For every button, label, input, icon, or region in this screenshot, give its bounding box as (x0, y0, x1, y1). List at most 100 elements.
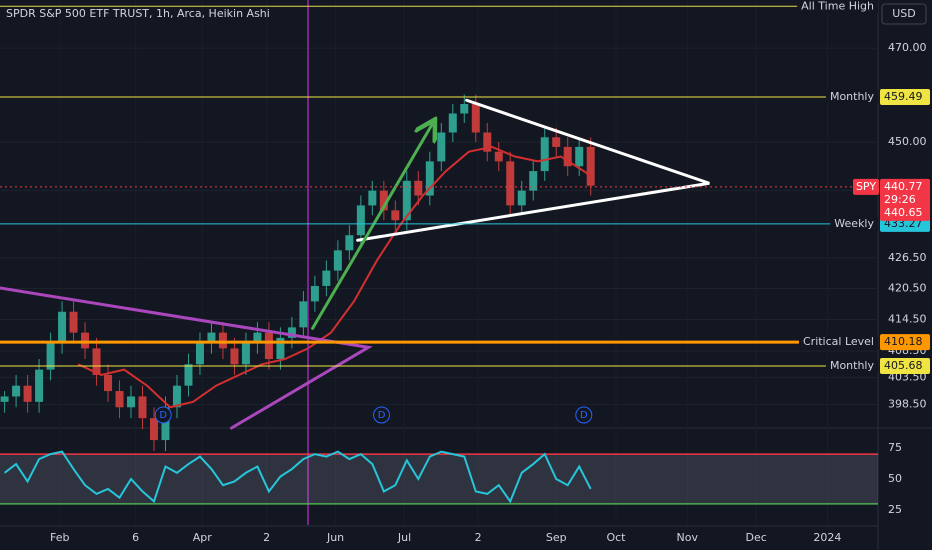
candle-body (402, 180, 411, 221)
level-label: All Time High (801, 0, 874, 12)
level-value: 405.68 (884, 359, 923, 372)
x-tick-label: Feb (50, 531, 69, 544)
candle-body (287, 327, 296, 338)
candle-body (207, 332, 216, 344)
level-label: Monthly (830, 359, 875, 372)
candle-body (586, 146, 595, 186)
dividend-marker (575, 406, 593, 424)
dividend-marker (373, 406, 391, 424)
level-label: Monthly (830, 90, 875, 103)
y-tick-label: 398.50 (888, 398, 927, 411)
level-value: 459.49 (884, 90, 923, 103)
candle-body (517, 190, 526, 206)
candle-body (540, 137, 549, 172)
candle-body (172, 385, 181, 408)
candle-body (368, 190, 377, 206)
price-value: 440.77 (884, 180, 923, 193)
level-value: 410.18 (884, 335, 923, 348)
candle-body (138, 396, 147, 419)
countdown: 29:26 (884, 193, 916, 206)
level-label-bg (825, 359, 878, 374)
candle-body (161, 407, 170, 441)
x-tick-label: Sep (546, 531, 567, 544)
candle-body (0, 396, 9, 402)
x-tick-label: Jun (326, 531, 344, 544)
dividend-label: D (580, 410, 588, 421)
candle-body (127, 396, 136, 408)
candle-body (46, 343, 55, 370)
candle-body (529, 171, 538, 191)
candle-body (149, 418, 158, 441)
level-label-bg (825, 90, 878, 105)
trendline (311, 122, 434, 330)
level-label-bg (797, 0, 878, 14)
candle-body (471, 104, 480, 133)
symbol-box (853, 178, 879, 195)
x-tick-label: 2 (475, 531, 482, 544)
level-value-box (880, 89, 930, 106)
trendline (356, 98, 710, 242)
candle-body (494, 151, 503, 162)
candle-body (563, 146, 572, 167)
chart-title: SPDR S&P 500 ETF TRUST, 1h, Arca, Heikin… (6, 7, 270, 20)
level-value-box (880, 358, 930, 375)
candle-body (345, 235, 354, 251)
candle-body (81, 332, 90, 349)
x-tick-label: 2 (263, 531, 270, 544)
candle-body (425, 161, 434, 196)
candle-body (379, 190, 388, 211)
level-label-bg (830, 216, 878, 231)
x-tick-label: Dec (746, 531, 767, 544)
x-tick-label: Oct (606, 531, 626, 544)
candle-body (92, 348, 101, 375)
symbol-label: SPY (856, 180, 876, 193)
candle-body (195, 343, 204, 365)
candle-body (241, 343, 250, 365)
candle-body (310, 285, 319, 302)
y-tick-label: 420.50 (888, 282, 927, 295)
candle-body (506, 161, 515, 206)
currency: USD (892, 7, 916, 20)
previous-close: 440.65 (884, 206, 923, 219)
candle-body (414, 180, 423, 196)
candle-body (333, 250, 342, 271)
x-tick-label: Apr (193, 531, 213, 544)
level-value-box (880, 334, 930, 351)
x-tick-label: Jul (397, 531, 411, 544)
candle-body (253, 332, 262, 344)
candle-body (104, 374, 113, 392)
candle-body (264, 332, 273, 359)
rsi-tick-label: 25 (888, 503, 902, 516)
price-box (880, 178, 930, 221)
y-tick-label: 414.50 (888, 313, 927, 326)
level-label: Critical Level (803, 335, 874, 348)
candle-body (322, 270, 331, 286)
rsi-line (3, 450, 592, 504)
candle-body (391, 210, 400, 221)
dividend-marker (154, 406, 172, 424)
x-tick-label: 6 (132, 531, 139, 544)
y-tick-label: 426.50 (888, 251, 927, 264)
y-tick-label: 470.00 (888, 41, 927, 54)
candle-body (483, 132, 492, 152)
candle-body (23, 385, 32, 402)
dividend-label: D (378, 410, 386, 421)
candle-body (552, 137, 561, 147)
rsi-tick-label: 50 (888, 472, 902, 485)
candle-body (448, 113, 457, 133)
candle-body (276, 337, 285, 359)
candle-body (437, 132, 446, 162)
candle-body (35, 369, 44, 402)
candle-body (460, 104, 469, 114)
currency-box (881, 3, 927, 25)
candle-body (299, 301, 308, 328)
candle-body (115, 391, 124, 408)
candle-body (12, 385, 21, 397)
candle-body (356, 205, 365, 236)
y-tick-label: 450.00 (888, 135, 927, 148)
x-tick-label: Nov (676, 531, 698, 544)
trendline (0, 286, 373, 430)
level-label-bg (798, 335, 878, 350)
candle-body (58, 311, 67, 344)
candle-body (218, 332, 227, 349)
